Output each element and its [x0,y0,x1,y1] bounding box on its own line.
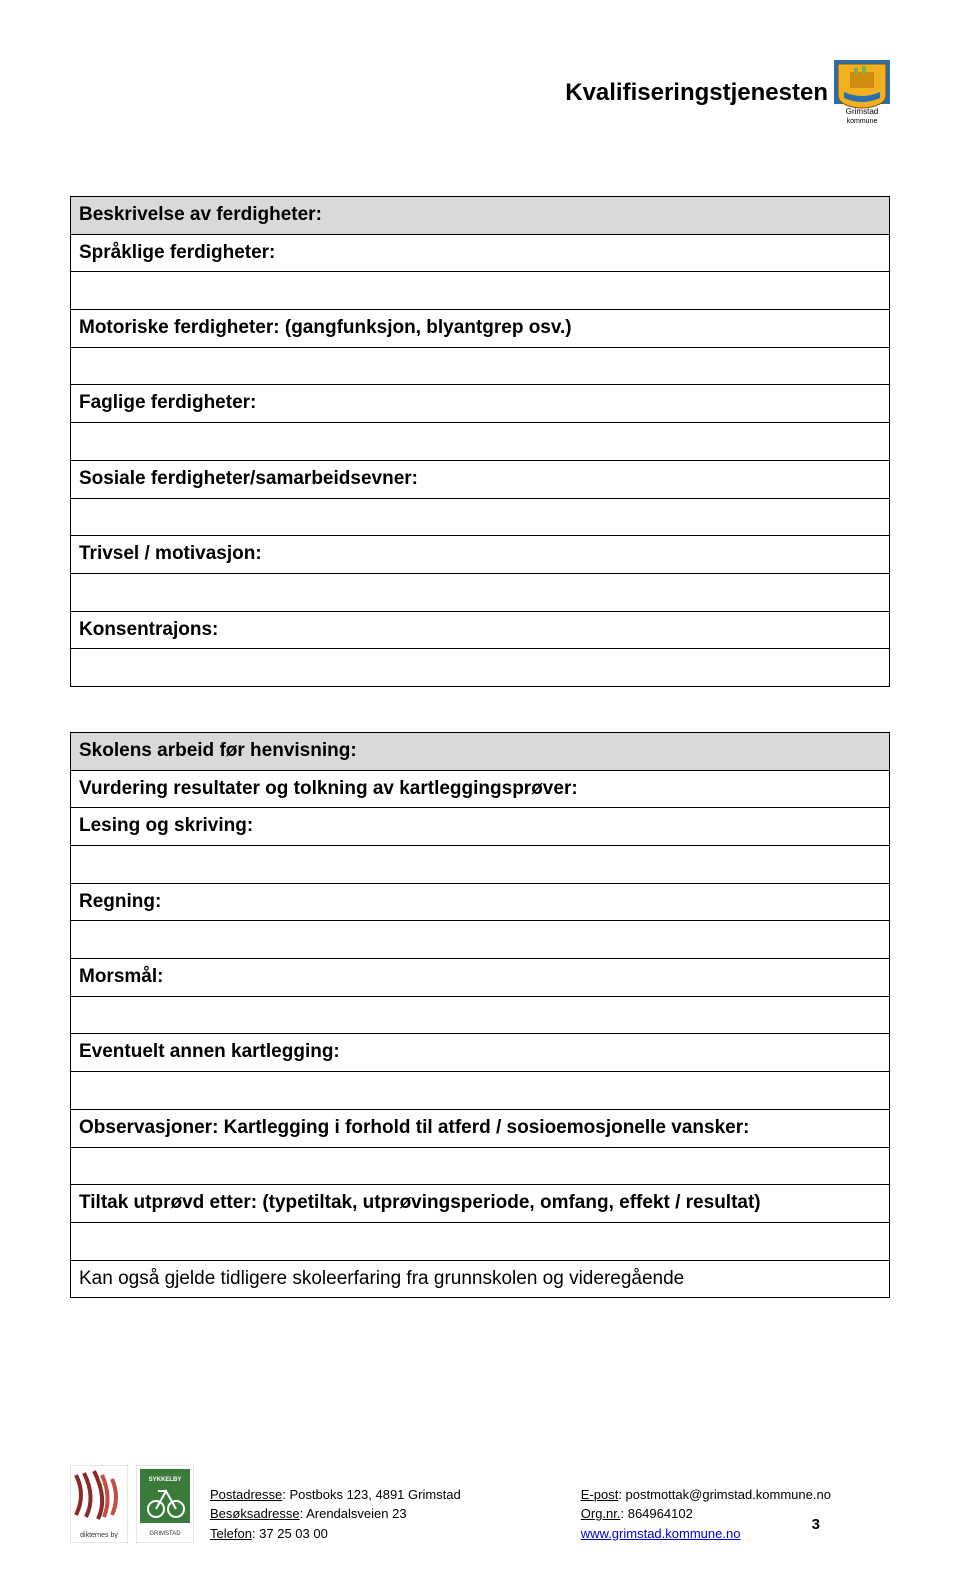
section2-input-row [71,1222,890,1260]
section2-label-row: Vurdering resultater og tolkning av kart… [71,770,890,808]
section1-label-row: Sosiale ferdigheter/samarbeidsevner: [71,460,890,498]
section2-label-row: Tiltak utprøvd etter: (typetiltak, utprø… [71,1185,890,1223]
svg-text:GRIMSTAD: GRIMSTAD [149,1531,181,1537]
section1-label-row: Faglige ferdigheter: [71,385,890,423]
page-footer: dikternes by SYKKELBY GRIMSTAD Postadres… [70,1465,890,1543]
crest-text-1: Grimstad [846,107,878,116]
section2-label-row: Morsmål: [71,959,890,997]
sykkelby-logo-icon: SYKKELBY GRIMSTAD [136,1465,194,1543]
footer-col-left: Postadresse: Postboks 123, 4891 Grimstad… [210,1485,461,1544]
svg-text:SYKKELBY: SYKKELBY [149,1477,182,1483]
dikternes-by-logo-icon: dikternes by [70,1465,128,1543]
section1-input-row [71,498,890,536]
epost-line: E-post: postmottak@grimstad.kommune.no [581,1485,831,1505]
section2-header: Skolens arbeid før henvisning: [71,732,890,770]
section2-label-row: Observasjoner: Kartlegging i forhold til… [71,1109,890,1147]
website-link[interactable]: www.grimstad.kommune.no [581,1526,741,1541]
footer-text: Postadresse: Postboks 123, 4891 Grimstad… [210,1485,831,1544]
section1-label-row: Trivsel / motivasjon: [71,536,890,574]
section2-input-row [71,1072,890,1110]
section1-label-row: Motoriske ferdigheter: (gangfunksjon, bl… [71,310,890,348]
section1-input-row [71,573,890,611]
section2-input-row [71,846,890,884]
section1-label-row: Konsentrajons: [71,611,890,649]
header-title: Kvalifiseringstjenesten [565,79,828,107]
web-line: www.grimstad.kommune.no [581,1524,831,1544]
svg-text:dikternes by: dikternes by [80,1532,118,1539]
section2-label-row: Lesing og skriving: [71,808,890,846]
telefon-line: Telefon: 37 25 03 00 [210,1524,461,1544]
page-container: Kvalifiseringstjenesten Grimstad kommune… [0,0,960,1583]
orgnr-line: Org.nr.: 864964102 [581,1504,831,1524]
section1-input-row [71,649,890,687]
postadresse-line: Postadresse: Postboks 123, 4891 Grimstad [210,1485,461,1505]
section2-input-row [71,921,890,959]
page-header: Kvalifiseringstjenesten Grimstad kommune [70,60,890,126]
footer-logos: dikternes by SYKKELBY GRIMSTAD [70,1465,194,1543]
footer-col-right: E-post: postmottak@grimstad.kommune.no O… [581,1485,831,1544]
footer-content: dikternes by SYKKELBY GRIMSTAD Postadres… [70,1465,890,1543]
section-skolens-arbeid: Skolens arbeid før henvisning: Vurdering… [70,732,890,1298]
section1-input-row [71,423,890,461]
section2-label-row: Eventuelt annen kartlegging: [71,1034,890,1072]
page-number: 3 [812,1516,820,1533]
section1-label-row: Språklige ferdigheter: [71,234,890,272]
section2-input-row [71,996,890,1034]
section1-input-row [71,272,890,310]
section2-text-row: Kan også gjelde tidligere skoleerfaring … [71,1260,890,1298]
section1-header: Beskrivelse av ferdigheter: [71,197,890,235]
section2-label-row: Regning: [71,883,890,921]
section-beskrivelse: Beskrivelse av ferdigheter: Språklige fe… [70,196,890,687]
besoksadresse-line: Besøksadresse: Arendalsveien 23 [210,1504,461,1524]
section1-input-row [71,347,890,385]
crest-text-2: kommune [847,118,878,125]
section2-input-row [71,1147,890,1185]
municipality-crest-icon: Grimstad kommune [834,60,890,126]
